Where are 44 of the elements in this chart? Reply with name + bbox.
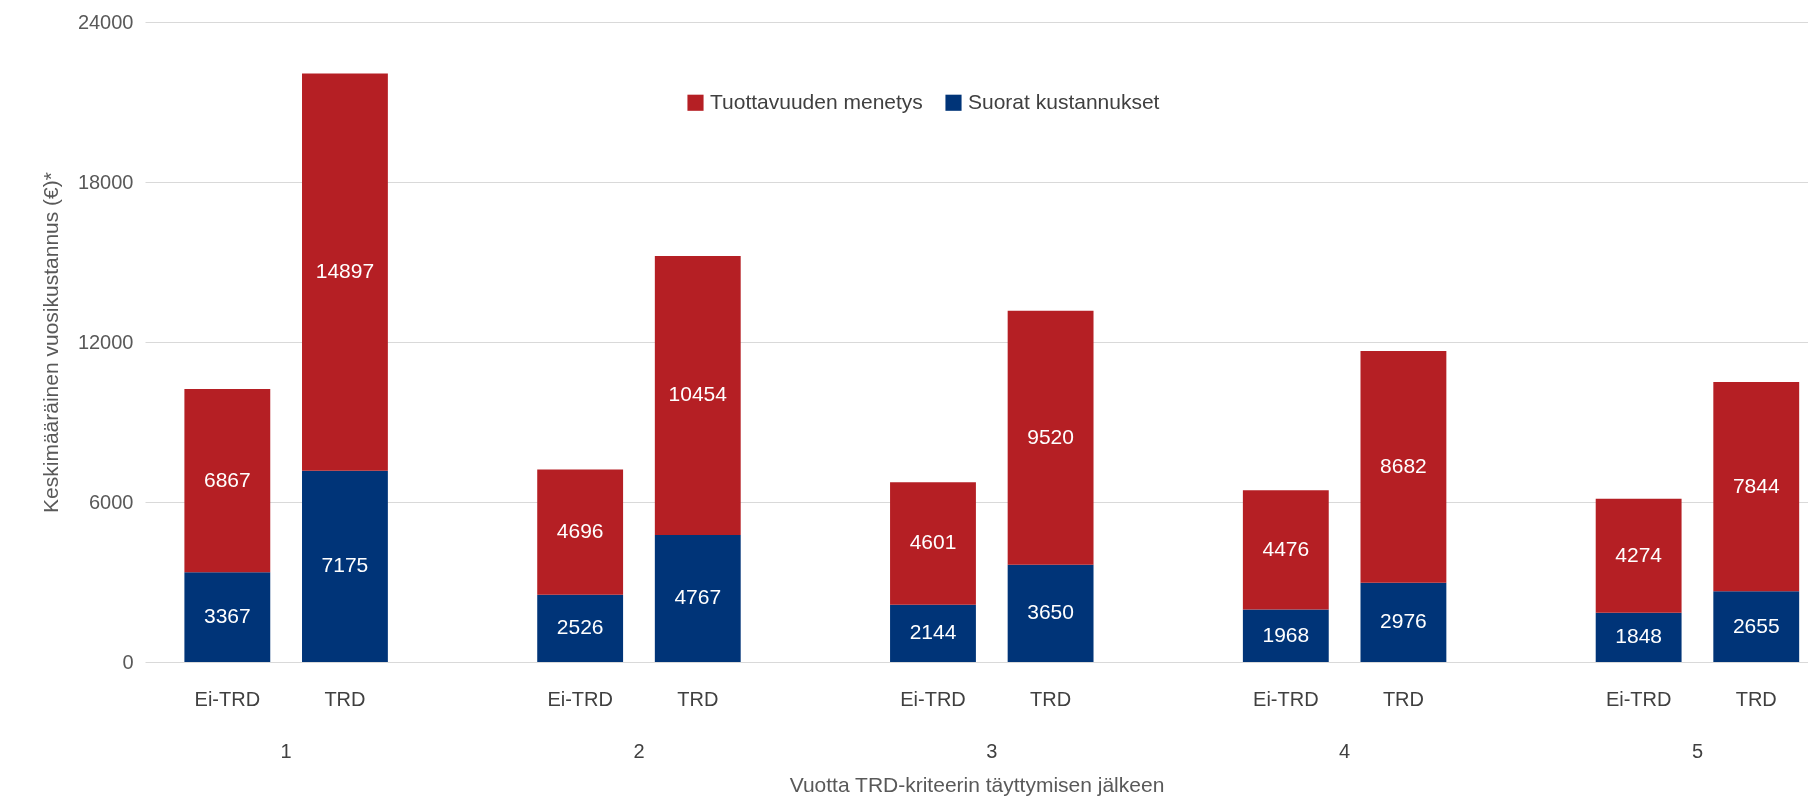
data-label: 2655 [1732,613,1780,637]
x-tick-label: TRD [1030,688,1072,710]
y-tick-label: 6000 [89,490,134,513]
x-tick-label: TRD [324,688,366,710]
data-label: 4767 [674,585,722,609]
data-label: 10454 [668,382,728,406]
data-label: 1968 [1262,622,1310,646]
x-tick-label: Ei-TRD [547,688,613,710]
y-axis-title: Keskimääräinen vuosikustannus (€)* [38,172,62,513]
y-tick-label: 18000 [77,170,134,193]
legend-label: Suorat kustannukset [968,89,1160,113]
data-label: 4476 [1262,536,1310,560]
text: 4 [1339,740,1351,762]
x-axis-title: Vuotta TRD-kriteerin täyttymisen jälkeen [789,772,1165,796]
text: 1 [280,740,292,762]
data-label: 2144 [909,620,957,644]
data-label: 3650 [1027,600,1074,624]
y-tick-label: 12000 [77,330,134,353]
x-tick-label: TRD [677,688,719,710]
text: 3 [986,740,998,762]
text: 5 [1691,740,1704,762]
data-label: 6867 [203,467,251,491]
data-label: 4274 [1615,542,1663,566]
data-label: 7844 [1732,473,1780,497]
data-label: 1848 [1615,624,1662,648]
data-label: 4696 [556,519,604,543]
y-tick-label: 0 [122,650,134,673]
data-label: 3367 [203,604,251,628]
data-label: 4601 [909,530,957,554]
x-tick-label: Ei-TRD [900,688,966,710]
data-label: 8682 [1380,453,1427,477]
x-tick-label: TRD [1735,688,1777,710]
x-tick-label: Ei-TRD [1253,688,1319,710]
data-label: 9520 [1027,424,1074,448]
x-tick-label: TRD [1382,688,1424,710]
data-label: 2526 [556,615,604,639]
data-label: 7175 [321,553,369,577]
data-label: 14897 [315,259,375,283]
legend-label: Tuottavuuden menetys [710,89,923,113]
y-tick-label: 24000 [77,10,134,33]
data-label: 2976 [1380,609,1427,633]
x-tick-label: Ei-TRD [1605,688,1672,710]
x-tick-label: Ei-TRD [194,688,261,710]
text: 2 [633,740,645,762]
